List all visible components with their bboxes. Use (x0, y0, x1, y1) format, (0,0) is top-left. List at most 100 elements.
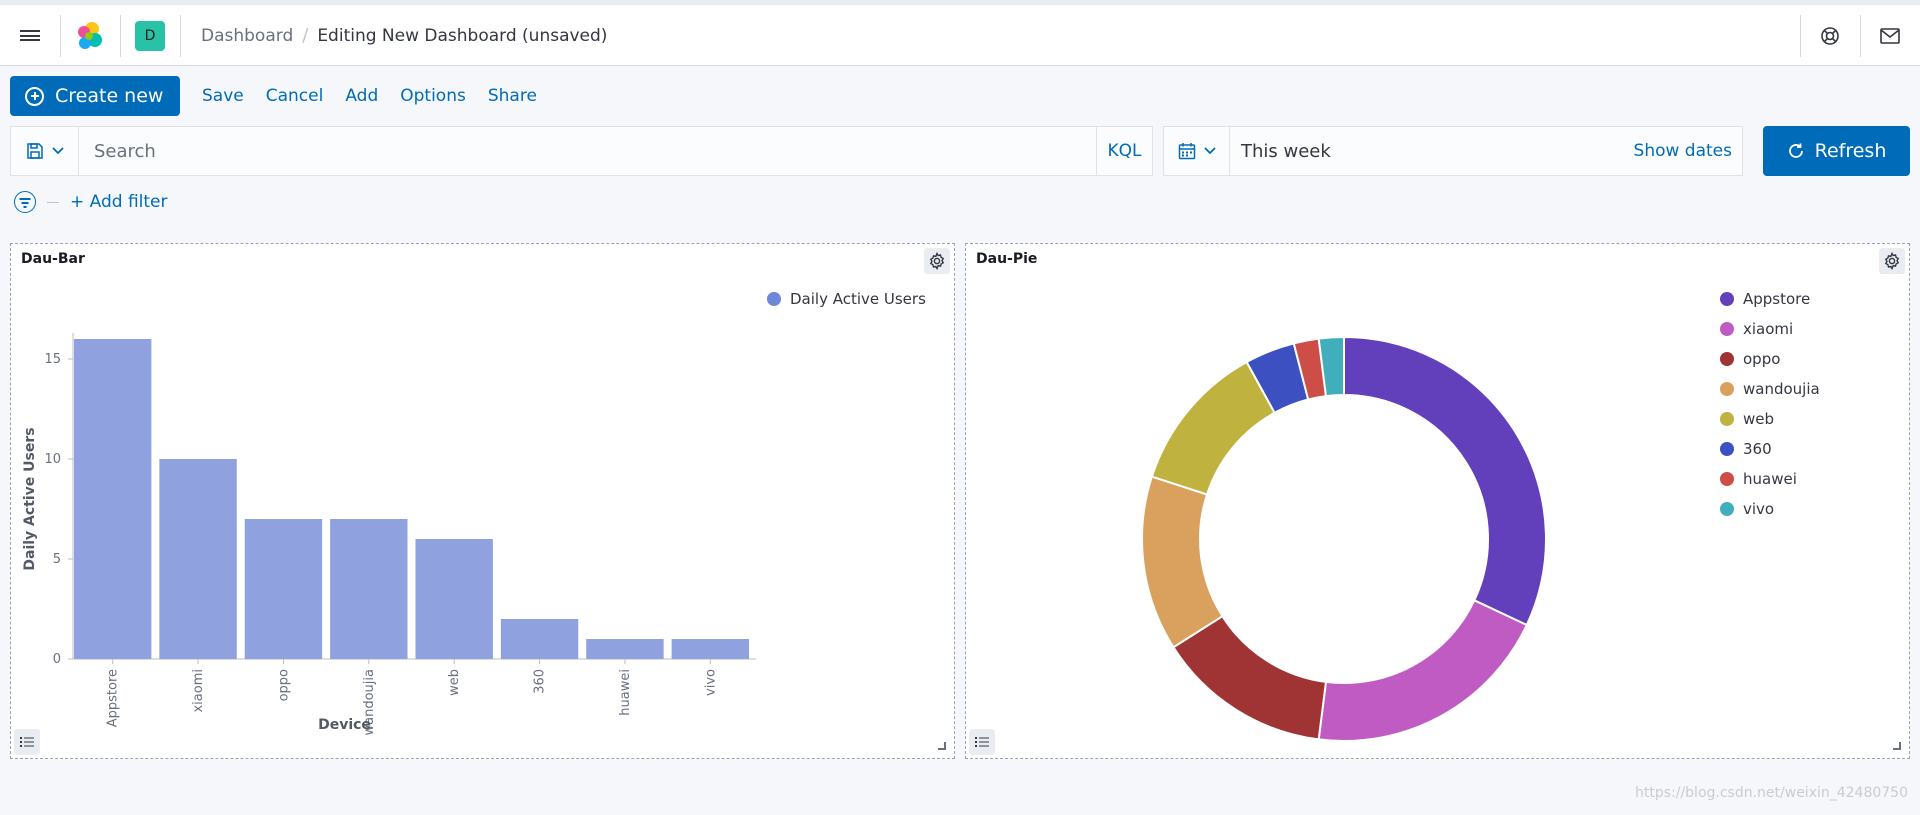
breadcrumb-separator: / (302, 25, 309, 46)
refresh-icon (1788, 143, 1803, 158)
list-icon (975, 737, 989, 747)
pie-legend-item[interactable]: wandoujia (1720, 380, 1820, 398)
legend-swatch (1720, 382, 1734, 396)
pie-legend-item[interactable]: web (1720, 410, 1774, 428)
legend-swatch (1720, 412, 1734, 426)
x-tick-label: 360 (533, 669, 548, 694)
legend-label: xiaomi (1743, 320, 1794, 338)
help-lifebuoy-icon (1821, 26, 1839, 45)
slice-vivo (1317, 335, 1345, 398)
saved-query-button[interactable] (11, 127, 79, 175)
bar-wandoujia (330, 519, 408, 659)
legend-label: web (1743, 410, 1775, 428)
gear-icon (1884, 252, 1900, 270)
create-new-button[interactable]: Create new (10, 76, 180, 116)
legend-swatch (1720, 292, 1734, 306)
legend-label: Daily Active Users (790, 290, 926, 308)
bar-web (415, 539, 493, 659)
share-link[interactable]: Share (487, 86, 537, 106)
legend-label: Appstore (1743, 290, 1811, 308)
bar-vivo (671, 639, 749, 659)
bar-huawei (586, 639, 664, 659)
legend-swatch (767, 292, 781, 306)
filter-divider (47, 201, 59, 203)
x-tick-label: xiaomi (191, 669, 206, 713)
search-placeholder: Search (94, 140, 156, 162)
resize-handle[interactable] (1893, 742, 1901, 750)
create-new-label: Create new (55, 85, 164, 107)
x-tick-label: vivo (703, 669, 718, 696)
query-language-button[interactable]: KQL (1096, 127, 1152, 175)
y-tick-label: 10 (44, 452, 61, 467)
list-icon (20, 737, 34, 747)
pie-legend-item[interactable]: 360 (1720, 440, 1772, 458)
pie-legend-item[interactable]: oppo (1720, 350, 1780, 368)
legend-swatch (1720, 502, 1734, 516)
gear-icon (929, 252, 945, 270)
space-selector[interactable]: D (120, 5, 180, 66)
home-logo-link[interactable] (60, 5, 120, 66)
panel-title: Dau-Bar (21, 251, 85, 267)
add-link[interactable]: Add (345, 86, 379, 106)
save-link[interactable]: Save (202, 86, 244, 106)
watermark-text: https://blog.csdn.net/weixin_42480750 (1634, 785, 1908, 801)
legend-toggle-button[interactable] (969, 729, 995, 755)
menu-toggle-button[interactable] (0, 5, 60, 66)
dashboard-panel-pie[interactable]: Dau-Pie Appstore xiaomi oppo wandoujia web 36… (965, 243, 1910, 759)
x-tick-label: wandoujia (362, 669, 377, 735)
resize-handle[interactable] (938, 742, 946, 750)
pie-legend-item[interactable]: xiaomi (1720, 320, 1793, 338)
legend-label: wandoujia (1743, 380, 1820, 398)
bar-legend-item[interactable]: Daily Active Users (767, 290, 926, 308)
legend-label: oppo (1743, 350, 1781, 368)
quick-select-button[interactable] (1164, 127, 1230, 175)
bar-xiaomi (159, 459, 237, 659)
filter-options-icon[interactable] (14, 191, 36, 213)
search-input[interactable]: Search (79, 127, 1096, 175)
pie-legend-item[interactable]: huawei (1720, 470, 1797, 488)
query-bar: Search KQL (10, 126, 1153, 176)
bar-360 (500, 619, 579, 659)
x-tick-label: web (447, 669, 462, 696)
calendar-icon (1178, 143, 1195, 160)
refresh-button[interactable]: Refresh (1763, 126, 1910, 176)
panel-options-button[interactable] (1879, 248, 1905, 274)
show-dates-button[interactable]: Show dates (1633, 141, 1732, 161)
date-picker: This week Show dates (1163, 126, 1743, 176)
pie-legend-item[interactable]: vivo (1720, 500, 1774, 518)
breadcrumb-current: Editing New Dashboard (unsaved) (317, 25, 608, 46)
options-link[interactable]: Options (400, 86, 466, 106)
chevron-down-icon (1203, 147, 1216, 155)
cancel-link[interactable]: Cancel (265, 86, 324, 106)
pie-legend-item[interactable]: Appstore (1720, 290, 1810, 308)
legend-label: vivo (1743, 500, 1775, 518)
slice-web (1150, 360, 1276, 496)
newsfeed-button[interactable] (1860, 5, 1920, 66)
y-tick-label: 0 (53, 652, 61, 667)
slice-xiaomi (1317, 598, 1529, 742)
legend-toggle-button[interactable] (14, 729, 40, 755)
legend-swatch (1720, 442, 1734, 456)
y-axis-title: Daily Active Users (22, 427, 38, 570)
panel-options-button[interactable] (924, 248, 950, 274)
elastic-logo-icon (78, 21, 102, 49)
x-tick-label: Appstore (106, 669, 121, 727)
help-button[interactable] (1800, 5, 1860, 66)
space-avatar: D (135, 20, 165, 51)
breadcrumb: Dashboard / Editing New Dashboard (unsav… (201, 5, 607, 66)
breadcrumb-dashboard-link[interactable]: Dashboard (201, 25, 294, 46)
legend-label: 360 (1743, 440, 1772, 458)
panel-title: Dau-Pie (976, 251, 1038, 267)
x-tick-label: huawei (618, 669, 633, 716)
save-disk-icon (26, 143, 43, 159)
legend-swatch (1720, 472, 1734, 486)
y-tick-label: 15 (44, 352, 61, 367)
add-filter-button[interactable]: + Add filter (70, 192, 168, 212)
filter-bar: + Add filter (14, 190, 168, 214)
dashboard-panel-bar[interactable]: Dau-Bar 0 5 10 15 Appstore xiaomi oppo wandouji… (10, 243, 955, 759)
date-range-value[interactable]: This week (1241, 140, 1331, 162)
legend-swatch (1720, 322, 1734, 336)
hamburger-icon (20, 28, 40, 44)
slice-wandoujia (1141, 475, 1224, 649)
bar-Appstore (74, 339, 152, 659)
